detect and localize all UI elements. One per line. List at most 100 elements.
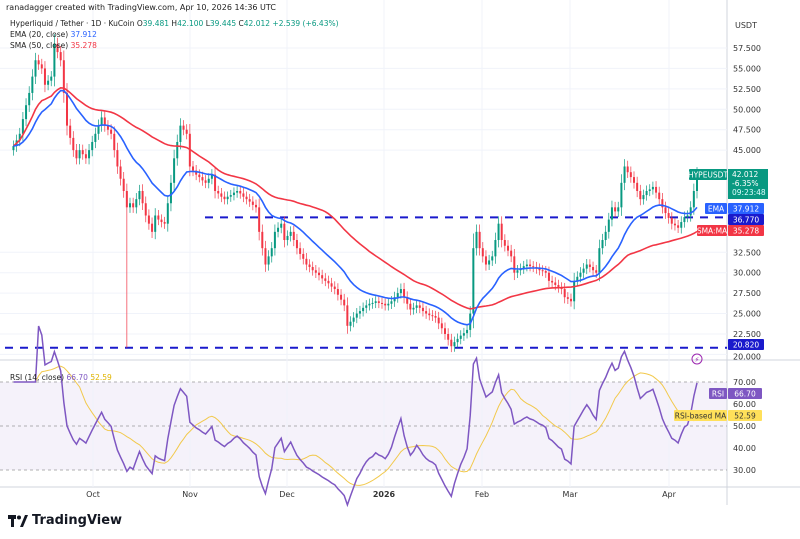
rsi-tick: 50.00 (733, 422, 756, 431)
candle-body (614, 207, 617, 212)
candle-body (207, 178, 210, 183)
candle-body (176, 141, 179, 159)
rsi-legend[interactable]: RSI (14, close) 66.70 52.59 (10, 373, 112, 382)
price-tick: 25.000 (733, 310, 761, 319)
tradingview-logo: TradingView (8, 513, 122, 528)
candle-body (554, 282, 557, 285)
candle-body (358, 311, 361, 314)
candle-body (340, 294, 343, 300)
sma-legend[interactable]: SMA (50, close) 35.278 (10, 41, 97, 50)
candle-body (475, 231, 478, 249)
sma-50-line (12, 86, 698, 310)
candle-body (503, 240, 506, 246)
candle-body (667, 213, 670, 218)
candle-body (680, 222, 683, 228)
price-tick: 55.000 (733, 64, 761, 73)
time-tick: Nov (182, 490, 198, 499)
rsi-ma-value: 52.59 (90, 373, 112, 382)
candle-body (604, 231, 607, 241)
candle-body (163, 222, 166, 224)
candle-body (617, 207, 620, 212)
candle-body (154, 215, 157, 232)
open-label: O (136, 19, 143, 28)
rsi-value-badge: 66.70 (734, 390, 756, 399)
candle-body (157, 215, 160, 220)
candle-body (18, 133, 21, 141)
candle-body (355, 313, 358, 318)
candle-body (97, 125, 100, 134)
candle-body (541, 270, 544, 272)
candle-body (406, 297, 409, 304)
candle-body (43, 68, 46, 85)
candle-body (579, 272, 582, 277)
brand-name: TradingView (32, 513, 123, 528)
candle-body (305, 258, 308, 265)
candle-body (308, 264, 311, 267)
candle-body (689, 207, 692, 216)
ema-legend[interactable]: EMA (20, close) 37.912 (10, 30, 97, 39)
candle-body (588, 264, 591, 267)
candle-body (113, 133, 116, 151)
candle-body (566, 297, 569, 299)
candle-body (374, 301, 377, 303)
candle-body (75, 150, 78, 159)
candle-body (491, 256, 494, 261)
candle-body (655, 186, 658, 193)
candle-body (453, 342, 456, 347)
candle-body (318, 272, 320, 276)
candle-body (444, 328, 446, 334)
candle-body (248, 199, 251, 202)
chart-credit: ranadagger created with TradingView.com,… (6, 3, 276, 12)
time-tick: Dec (279, 490, 294, 499)
candle-body (229, 195, 232, 197)
candle-body (330, 283, 333, 287)
candle-body (37, 60, 40, 65)
candle-body (21, 119, 24, 134)
ema-value: 37.912 (70, 30, 97, 39)
change-value: +2.539 (+6.43%) (272, 19, 339, 28)
candle-body (677, 225, 680, 228)
symbol-line: Hyperliquid / Tether · 1D · KuCoin (10, 19, 135, 28)
candle-body (324, 278, 327, 281)
sma-label: SMA (50, close) (10, 41, 69, 50)
candle-body (431, 315, 434, 317)
candle-body (72, 137, 75, 151)
candle-body (595, 270, 598, 273)
candle-body (66, 92, 68, 126)
candle-body (563, 289, 566, 298)
candle-body (56, 43, 59, 53)
rsi-ma-tag: RSI-based MA (675, 412, 727, 421)
symbol-badge-bg (689, 169, 727, 180)
open-value: 39.481 (142, 19, 170, 28)
rsi-value: 66.70 (66, 373, 88, 382)
candle-body (226, 196, 229, 200)
candle-body (119, 166, 122, 179)
candle-body (132, 203, 135, 208)
ema-20-line (13, 89, 698, 326)
candle-body (273, 231, 276, 249)
candle-body (510, 250, 513, 257)
sma-tag-bg (697, 225, 727, 236)
candle-body (538, 268, 541, 271)
ema-price-badge: 37.912 (733, 205, 759, 214)
candle-body (258, 207, 261, 232)
last-price: 42.012 (732, 170, 758, 179)
price-change-pct: -6.35% (732, 179, 759, 188)
candle-body (658, 192, 661, 200)
level-badge-20820: 20.820 (733, 341, 759, 350)
sma-price-badge-bg (728, 225, 764, 236)
candle-body (415, 305, 418, 308)
candle-body (466, 329, 469, 334)
level-badge-36770-bg (728, 214, 764, 225)
candle-body (333, 286, 336, 290)
bar-countdown: 09:23:48 (732, 188, 766, 197)
candle-body (169, 182, 172, 204)
candle-body (368, 303, 371, 306)
price-tick: 52.500 (733, 85, 761, 94)
candle-body (295, 240, 298, 249)
rsi-label: RSI (14, close) (10, 373, 65, 382)
candle-body (403, 289, 406, 298)
candle-body (47, 80, 50, 85)
candle-body (377, 301, 380, 303)
